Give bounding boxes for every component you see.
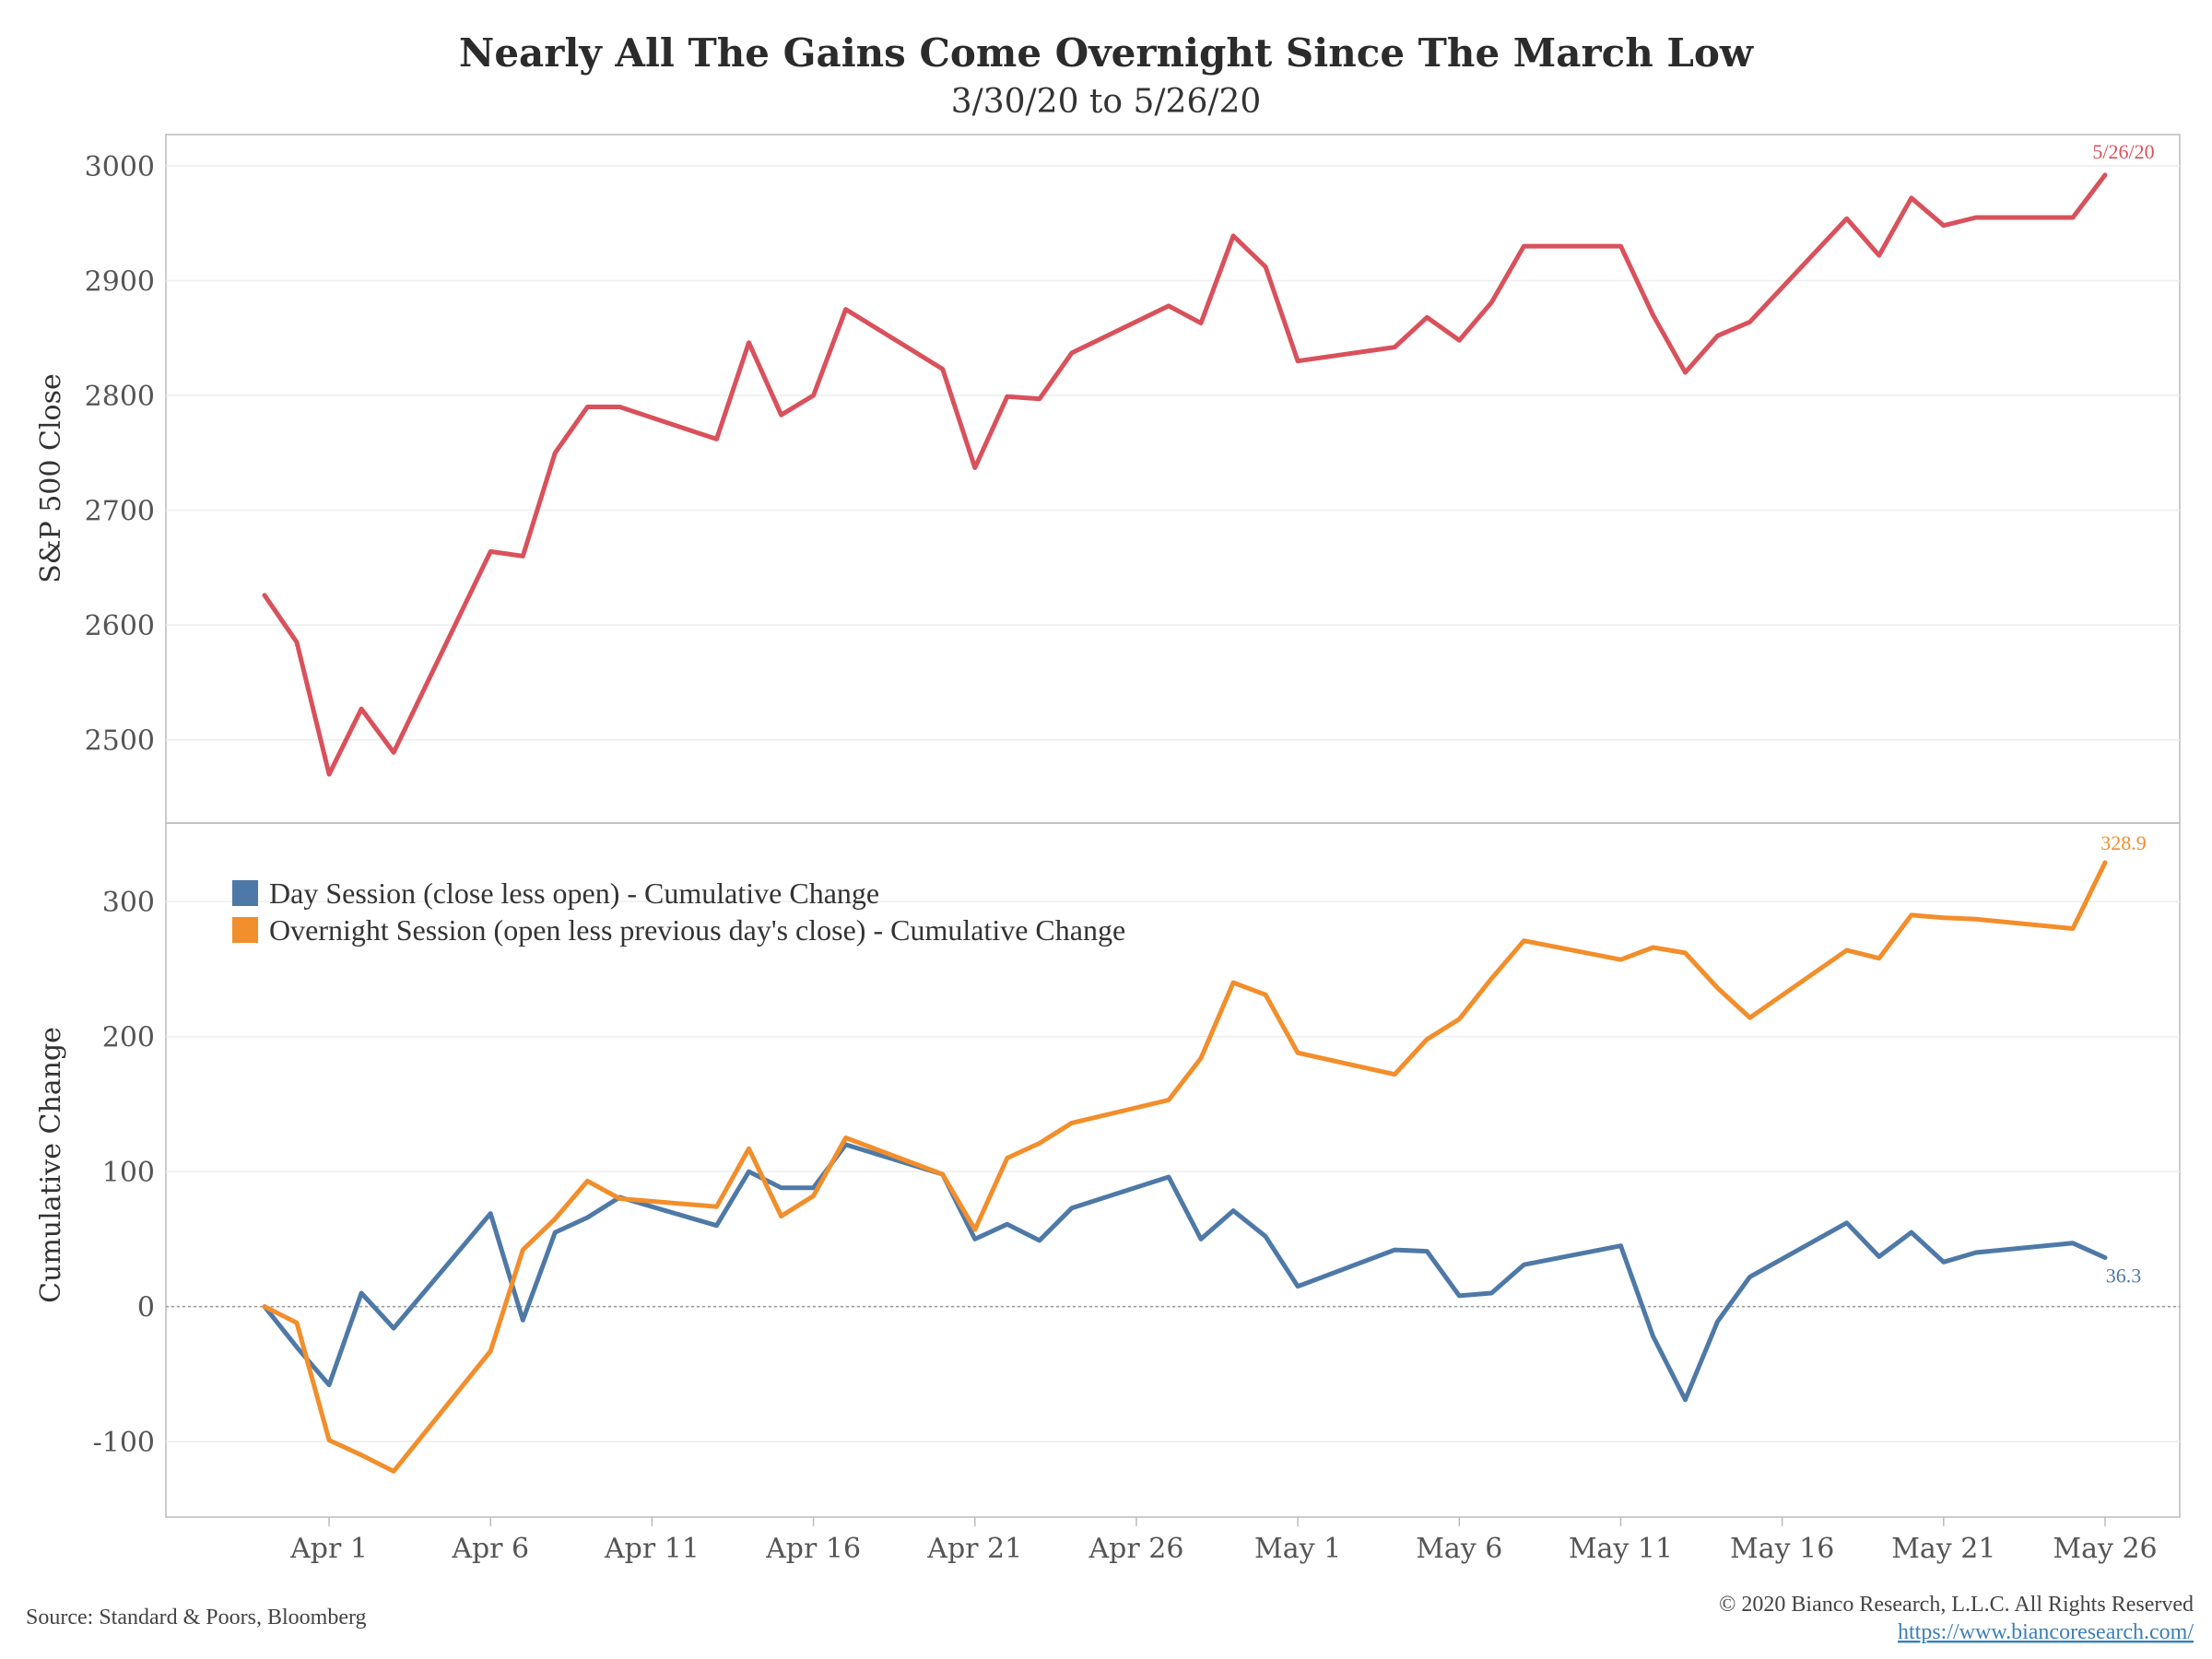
y-tick-label: 2700 [85,496,155,528]
x-tick-label: May 1 [1254,1533,1341,1565]
panel-frame [165,822,2181,1518]
bottom-y-axis-title: Cumulative Change [35,1027,67,1303]
x-tick-label: May 6 [1416,1533,1502,1565]
source-note: Source: Standard & Poors, Bloomberg [26,1606,367,1630]
chart-subtitle: 3/30/20 to 5/26/20 [951,83,1262,121]
legend-swatch-day-session [232,880,258,906]
x-tick-label: May 26 [2053,1533,2157,1565]
x-tick-label: Apr 11 [604,1533,700,1565]
y-tick-label: 2900 [85,265,155,298]
website-link[interactable]: https://www.biancoresearch.com/ [1898,1620,2194,1644]
y-tick-label: 200 [102,1022,155,1054]
series-line-a [262,1142,2108,1403]
y-tick-label: -100 [93,1427,155,1459]
end-label: 328.9 [2100,831,2147,854]
legend: Day Session (close less open) - Cumulati… [232,877,1125,947]
y-tick-label: 2600 [85,610,155,642]
y-tick-label: 2800 [85,381,155,413]
legend-label-day-session: Day Session (close less open) - Cumulati… [269,877,879,910]
x-tick-label: Apr 1 [289,1533,368,1565]
x-tick-label: May 16 [1730,1533,1834,1565]
panel-frame [165,134,2181,824]
legend-label-overnight-session: Overnight Session (open less previous da… [269,913,1125,947]
x-tick-label: May 21 [1891,1533,1995,1565]
x-tick-label: Apr 26 [1088,1533,1183,1565]
sp500-panel: 2500 2600 2700 2800 2900 3000 5/26/20 [85,134,2181,824]
y-tick-label: 3000 [85,151,155,183]
end-label: 36.3 [2106,1264,2142,1287]
chart-title: Nearly All The Gains Come Overnight Sinc… [459,30,1754,76]
y-tick-label: 300 [102,887,155,919]
y-tick-label: 0 [137,1292,155,1324]
y-tick-label: 100 [102,1157,155,1189]
copyright-note: © 2020 Bianco Research, L.L.C. All Right… [1719,1593,2194,1617]
x-tick-label: May 11 [1569,1533,1673,1565]
series-line-a [262,172,2108,777]
y-tick-label: 2500 [85,725,155,758]
end-label: 5/26/20 [2092,140,2154,163]
x-tick-label: Apr 6 [451,1533,529,1565]
cumulative-change-panel: -100 0 100 200 300 36.3 328.9 Apr 1 Apr 6 Apr 11 A… [93,822,2181,1565]
x-tick-label: Apr 21 [926,1533,1022,1565]
series-line-b [262,860,2108,1474]
x-tick-label: Apr 16 [765,1533,861,1565]
legend-swatch-overnight-session [232,917,258,943]
top-y-axis-title: S&P 500 Close [35,373,67,583]
